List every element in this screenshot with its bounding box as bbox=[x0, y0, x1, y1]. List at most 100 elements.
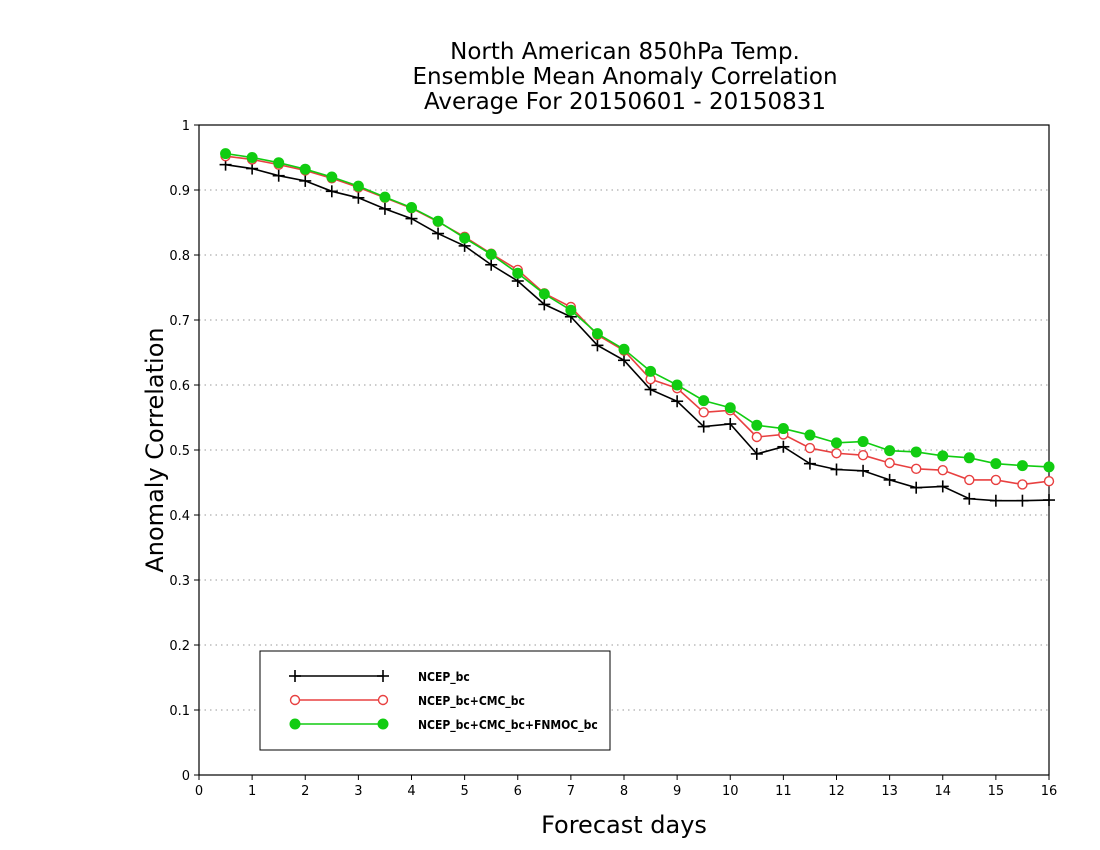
data-point bbox=[432, 215, 444, 227]
x-axis-title: Forecast days bbox=[541, 811, 707, 839]
data-point bbox=[273, 157, 285, 169]
data-point bbox=[1043, 476, 1055, 487]
data-point bbox=[804, 429, 816, 441]
data-point bbox=[831, 437, 842, 449]
legend-label: NCEP_bc bbox=[418, 670, 470, 685]
data-point bbox=[1016, 494, 1029, 507]
x-tick-label: 7 bbox=[567, 784, 575, 799]
data-point bbox=[299, 163, 311, 175]
data-point bbox=[937, 464, 948, 476]
data-point bbox=[910, 463, 922, 475]
data-point bbox=[352, 180, 364, 192]
legend: NCEP_bc NCEP_bc+CMC_bc NCEP_bc+CMC_bc+FNMO… bbox=[259, 650, 611, 751]
data-point bbox=[405, 212, 418, 225]
data-point bbox=[379, 191, 391, 203]
x-tick-label: 11 bbox=[775, 784, 792, 799]
data-point bbox=[751, 431, 763, 443]
data-point bbox=[644, 383, 657, 396]
x-tick-label: 16 bbox=[1041, 784, 1058, 799]
series-line bbox=[225, 163, 1050, 502]
data-point bbox=[299, 174, 312, 187]
data-point bbox=[512, 267, 524, 279]
legend-marker bbox=[377, 718, 389, 730]
data-point bbox=[990, 474, 1002, 486]
legend-marker bbox=[289, 694, 301, 706]
x-tick-label: 3 bbox=[354, 784, 362, 799]
legend-label: NCEP_bc+CMC_bc+FNMOC_bc bbox=[418, 718, 598, 733]
data-point bbox=[963, 492, 976, 505]
chart-title: North American 850hPa Temp. Ensemble Mea… bbox=[412, 39, 837, 115]
data-point bbox=[830, 463, 843, 476]
y-tick-label: 0.4 bbox=[169, 509, 190, 524]
data-point bbox=[1017, 479, 1028, 490]
data-point bbox=[671, 395, 684, 408]
title-line-2: Ensemble Mean Anomaly Correlation bbox=[412, 64, 837, 90]
legend-marker bbox=[289, 670, 301, 682]
data-point bbox=[724, 418, 737, 430]
data-point bbox=[750, 447, 763, 460]
series bbox=[219, 148, 1055, 507]
data-point bbox=[989, 494, 1002, 507]
x-tick-label: 4 bbox=[407, 784, 415, 799]
legend-marker bbox=[289, 718, 301, 730]
y-tick-label: 0.2 bbox=[169, 639, 190, 654]
data-point bbox=[618, 343, 630, 355]
legend-marker bbox=[377, 670, 389, 682]
data-point bbox=[432, 227, 445, 240]
data-point bbox=[724, 402, 736, 414]
data-point bbox=[910, 481, 923, 494]
x-tick-label: 13 bbox=[881, 784, 898, 799]
series-2 bbox=[220, 150, 1055, 490]
title-line-1: North American 850hPa Temp. bbox=[450, 39, 800, 65]
data-point bbox=[910, 446, 922, 458]
x-tick-label: 6 bbox=[514, 784, 522, 799]
data-point bbox=[538, 288, 550, 300]
series-3 bbox=[220, 148, 1055, 473]
x-tick-label: 9 bbox=[673, 784, 681, 799]
x-tick-label: 5 bbox=[460, 784, 468, 799]
x-tick-label: 2 bbox=[301, 784, 309, 799]
x-tick-label: 12 bbox=[828, 784, 845, 799]
data-point bbox=[883, 473, 896, 486]
legend-marker bbox=[377, 694, 389, 706]
x-tick-label: 14 bbox=[934, 784, 951, 799]
data-point bbox=[936, 480, 949, 493]
data-point bbox=[326, 171, 338, 183]
data-point bbox=[990, 458, 1002, 470]
x-tick-label: 0 bbox=[195, 784, 203, 799]
data-point bbox=[803, 457, 816, 470]
data-point bbox=[1016, 460, 1028, 472]
y-tick-label: 0.8 bbox=[169, 249, 190, 264]
data-point bbox=[565, 304, 577, 316]
y-tick-label: 0.9 bbox=[169, 184, 190, 199]
data-point bbox=[272, 169, 285, 182]
data-point bbox=[884, 457, 895, 469]
data-point bbox=[538, 298, 551, 311]
y-tick-label: 0.5 bbox=[169, 444, 190, 459]
data-point bbox=[857, 436, 869, 448]
data-point bbox=[1043, 461, 1055, 473]
x-tick-label: 1 bbox=[248, 784, 256, 799]
data-point bbox=[777, 440, 790, 453]
data-point bbox=[352, 191, 365, 204]
x-tick-label: 15 bbox=[988, 784, 1005, 799]
data-point bbox=[591, 339, 604, 352]
data-point bbox=[884, 445, 896, 457]
y-tick-label: 1 bbox=[182, 119, 190, 134]
data-point bbox=[937, 450, 949, 462]
data-point bbox=[591, 328, 603, 340]
data-point bbox=[777, 423, 789, 435]
data-point bbox=[325, 185, 338, 198]
data-point bbox=[671, 379, 683, 391]
data-point bbox=[618, 354, 630, 367]
data-point bbox=[698, 395, 710, 407]
title-line-3: Average For 20150601 - 20150831 bbox=[424, 89, 826, 115]
data-point bbox=[1043, 494, 1055, 507]
x-tick-label: 10 bbox=[722, 784, 739, 799]
legend-label: NCEP_bc+CMC_bc bbox=[418, 694, 525, 709]
data-point bbox=[804, 442, 816, 454]
data-point bbox=[378, 202, 391, 215]
y-tick-label: 0 bbox=[182, 769, 190, 784]
data-point bbox=[697, 420, 710, 433]
